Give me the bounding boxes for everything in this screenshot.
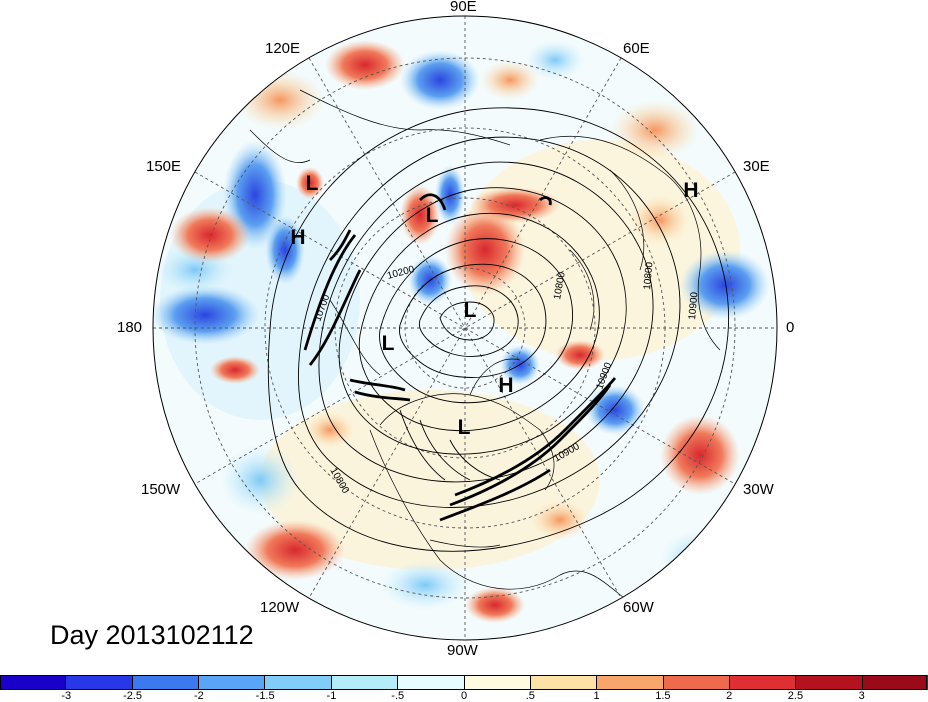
colorbar-swatch [729, 675, 797, 690]
colorbar-swatch [398, 675, 465, 690]
jet-contours [303, 193, 617, 522]
contour-label: 10800 [552, 271, 568, 301]
colorbar-swatch [265, 675, 332, 690]
colorbar-tick-label: -1.5 [255, 690, 275, 702]
colorbar-tick-label: -2.5 [123, 690, 143, 702]
colorbar-tick-label: 2 [726, 690, 733, 702]
colorbar-swatch [530, 675, 598, 690]
lon-label-150e: 150E [146, 158, 182, 175]
lon-label-60w: 60W [623, 599, 654, 616]
colorbar-tick-label: 2.5 [787, 690, 804, 702]
colorbar-swatch [0, 675, 67, 690]
colorbar-swatch [66, 675, 133, 690]
pressure-centers: L H L L L H L H [290, 172, 698, 439]
lon-label-60e: 60E [623, 40, 650, 57]
height-contours [267, 107, 729, 552]
pressure-center: L [426, 204, 439, 227]
lon-label-120e: 120E [265, 40, 301, 57]
colorbar-swatch [597, 675, 664, 690]
colorbar-tick-label: 1.5 [655, 690, 671, 702]
map-boundary [152, 15, 778, 641]
lon-label-30w: 30W [743, 481, 774, 498]
colorbar-swatch [663, 675, 730, 690]
colorbar-swatch [132, 675, 200, 690]
colorbar-swatch [862, 675, 928, 690]
lon-label-90w: 90W [447, 642, 478, 659]
colorbar-tick-label: -1 [326, 690, 337, 702]
lon-label-180: 180 [117, 319, 143, 336]
graticule [153, 16, 777, 640]
colorbar-tick-label: -.5 [391, 690, 405, 702]
colorbar-tick-label: -2 [193, 690, 204, 702]
lon-label-90e: 90E [450, 0, 477, 15]
colorbar-swatch [464, 675, 531, 690]
pressure-center: H [683, 179, 698, 202]
pressure-center: H [498, 374, 513, 397]
pressure-center: L [464, 299, 477, 322]
colorbar-tick-label: 1 [593, 690, 600, 702]
anomaly-shading: L H L L L H L H 10200 10700 10800 10900 … [153, 16, 777, 640]
colorbar-tick-label: 0 [460, 690, 468, 702]
lon-label-30e: 30E [743, 158, 770, 175]
colorbar-tick-label: 3 [858, 690, 865, 702]
colorbar-swatch [199, 675, 266, 690]
colorbar-tick-label: -3 [61, 690, 72, 702]
lon-label-120w: 120W [260, 599, 300, 616]
colorbar-tick-label: .5 [525, 690, 535, 702]
contour-label: 10900 [687, 291, 700, 320]
pressure-center: L [306, 172, 319, 195]
lon-label-0: 0 [786, 319, 795, 336]
pressure-center: L [458, 416, 471, 439]
pressure-center: H [290, 226, 305, 249]
colorbar-swatch [796, 675, 863, 690]
colorbar [0, 675, 928, 690]
pressure-center: L [382, 332, 395, 355]
lon-label-150w: 150W [141, 481, 181, 498]
contour-label: 10800 [642, 261, 655, 290]
colorbar-swatch [331, 675, 399, 690]
map-title: Day 2013102112 [50, 620, 254, 650]
